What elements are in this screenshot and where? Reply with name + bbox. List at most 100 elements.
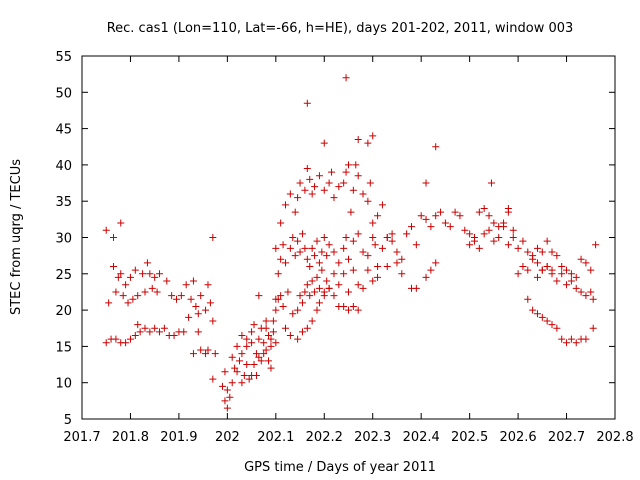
- data-point: [315, 172, 323, 180]
- data-point: [206, 299, 214, 307]
- data-point: [306, 292, 314, 300]
- data-point: [250, 321, 258, 329]
- data-point: [204, 346, 212, 354]
- data-point: [543, 263, 551, 271]
- data-point: [209, 317, 217, 325]
- data-point: [294, 194, 302, 202]
- y-tick-label: 15: [55, 340, 72, 355]
- data-point: [538, 248, 546, 256]
- data-point: [354, 306, 362, 314]
- data-point: [194, 328, 202, 336]
- data-point: [374, 273, 382, 281]
- data-point: [172, 295, 180, 303]
- data-point: [393, 248, 401, 256]
- data-point: [587, 266, 595, 274]
- data-point: [533, 244, 541, 252]
- data-point: [301, 186, 309, 194]
- x-tick-label: 202.4: [403, 430, 440, 445]
- data-point: [117, 270, 125, 278]
- data-point: [558, 270, 566, 278]
- y-tick-label: 5: [64, 413, 72, 428]
- x-tick-label: 202: [215, 430, 240, 445]
- data-point: [374, 212, 382, 220]
- data-point: [553, 252, 561, 260]
- data-point: [533, 273, 541, 281]
- chart-title: Rec. cas1 (Lon=110, Lat=-66, h=HE), days…: [107, 21, 574, 36]
- data-point: [563, 266, 571, 274]
- data-point: [228, 353, 236, 361]
- data-point: [156, 328, 164, 336]
- data-point: [182, 281, 190, 289]
- data-point: [223, 386, 231, 394]
- x-tick-label: 202.7: [548, 430, 585, 445]
- data-point: [480, 230, 488, 238]
- data-point: [141, 288, 149, 296]
- y-tick-label: 25: [55, 268, 72, 283]
- data-point: [204, 281, 212, 289]
- data-point: [296, 179, 304, 187]
- data-point: [349, 186, 357, 194]
- data-point: [354, 230, 362, 238]
- data-point: [475, 244, 483, 252]
- data-point: [349, 302, 357, 310]
- data-point: [475, 208, 483, 216]
- data-point: [519, 263, 527, 271]
- data-point: [451, 208, 459, 216]
- data-point: [260, 339, 268, 347]
- data-point: [342, 168, 350, 176]
- data-point: [262, 317, 270, 325]
- data-point: [289, 234, 297, 241]
- data-point: [294, 306, 302, 314]
- data-point: [335, 281, 343, 289]
- data-point: [221, 368, 229, 376]
- data-point: [282, 324, 290, 332]
- data-point: [572, 339, 580, 347]
- data-point: [320, 139, 328, 147]
- data-point: [238, 350, 246, 358]
- data-point: [349, 266, 357, 274]
- data-point: [347, 208, 355, 216]
- data-point: [308, 190, 316, 198]
- data-point: [422, 215, 430, 223]
- data-point: [298, 328, 306, 336]
- data-point: [490, 219, 498, 227]
- data-point: [151, 273, 159, 281]
- data-point: [495, 234, 503, 241]
- plot-frame: [81, 55, 616, 420]
- y-tick-label: 35: [55, 195, 72, 210]
- data-point: [267, 335, 275, 343]
- data-point: [393, 259, 401, 267]
- data-point: [325, 284, 333, 292]
- data-point: [126, 273, 134, 281]
- data-point: [359, 284, 367, 292]
- data-point: [383, 263, 391, 271]
- data-point: [354, 135, 362, 143]
- data-point: [563, 339, 571, 347]
- data-point: [354, 172, 362, 180]
- data-point: [340, 270, 348, 278]
- data-point: [407, 223, 415, 231]
- data-point: [243, 342, 251, 350]
- data-point: [255, 335, 263, 343]
- data-point: [279, 241, 287, 249]
- data-point: [197, 346, 205, 354]
- data-point: [308, 317, 316, 325]
- data-point: [345, 255, 352, 263]
- data-point: [282, 259, 290, 267]
- data-point: [509, 234, 517, 241]
- data-point: [240, 371, 248, 379]
- data-point: [318, 266, 326, 274]
- data-point: [345, 161, 352, 169]
- data-point: [255, 292, 263, 300]
- data-point: [231, 364, 239, 372]
- data-point: [296, 292, 304, 300]
- y-tick-label: 40: [55, 159, 72, 174]
- data-point: [335, 259, 343, 267]
- data-point: [533, 310, 541, 318]
- data-point: [303, 165, 311, 173]
- data-point: [306, 175, 314, 183]
- data-point: [345, 306, 352, 314]
- data-point: [335, 183, 343, 191]
- data-point: [354, 281, 362, 289]
- data-point: [364, 139, 372, 147]
